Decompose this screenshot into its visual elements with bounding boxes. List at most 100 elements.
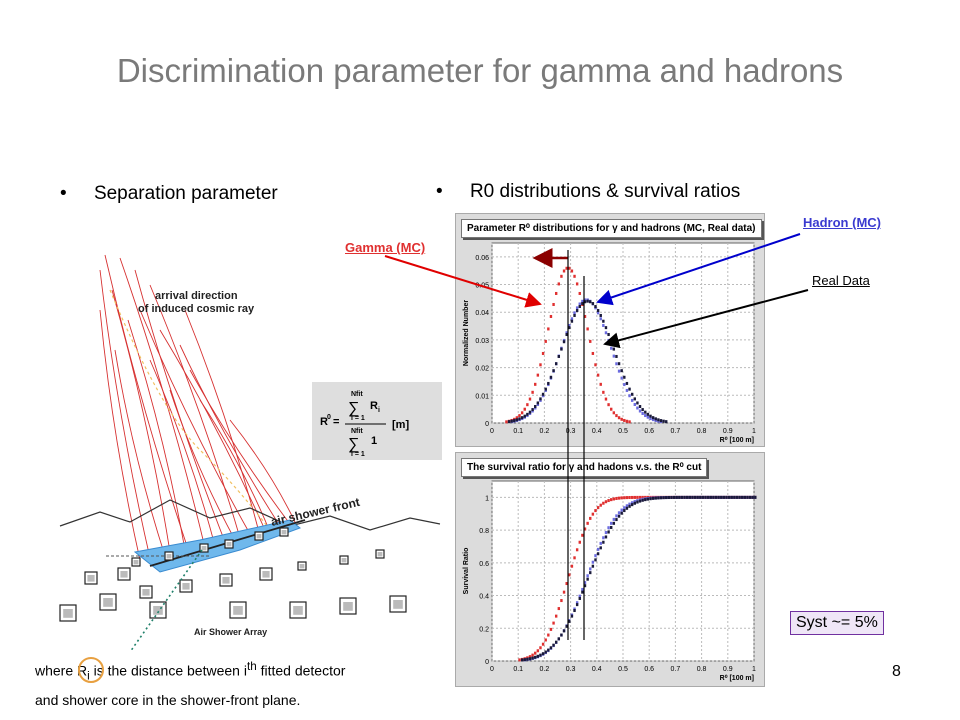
data-point	[575, 603, 579, 607]
data-point	[560, 347, 563, 351]
data-point	[599, 546, 602, 550]
ray-track	[111, 289, 171, 553]
data-point	[670, 495, 673, 499]
data-point	[607, 526, 610, 530]
svg-text:R: R	[370, 400, 378, 412]
data-point	[612, 517, 616, 521]
data-point	[610, 346, 613, 350]
ray-track	[134, 269, 226, 543]
data-point	[628, 502, 631, 506]
data-point	[544, 387, 547, 391]
data-point	[552, 369, 555, 373]
data-point	[575, 601, 579, 605]
data-point	[751, 495, 754, 499]
x-tick-label: 0.4	[592, 428, 602, 435]
arrival-label-1: arrival direction	[155, 290, 238, 302]
data-point	[591, 302, 595, 306]
data-point	[599, 382, 602, 386]
data-point	[633, 500, 636, 504]
data-point	[620, 417, 623, 421]
ray-track	[127, 319, 186, 551]
data-point	[691, 495, 694, 499]
data-point	[654, 417, 657, 421]
real-data-arrow	[603, 289, 809, 349]
data-point	[539, 397, 542, 401]
data-point	[589, 339, 592, 343]
data-point	[602, 323, 605, 327]
data-point	[646, 412, 650, 416]
data-point	[596, 373, 600, 377]
data-point	[623, 509, 626, 513]
data-point	[644, 498, 647, 502]
data-point	[646, 497, 650, 501]
data-point	[617, 514, 621, 518]
x-tick-label: 0.7	[671, 428, 681, 435]
ray-track	[99, 309, 141, 561]
data-point	[596, 547, 600, 551]
svg-text:0: 0	[327, 414, 331, 421]
chart1-title: Parameter R⁰ distributions for γ and had…	[461, 219, 762, 238]
ray-track	[179, 344, 281, 527]
data-point	[604, 535, 608, 539]
data-point	[649, 497, 652, 501]
y-tick-label: 0.4	[479, 594, 489, 601]
data-point	[520, 416, 524, 420]
array-label: Air Shower Array	[194, 627, 267, 637]
data-point	[617, 416, 621, 420]
data-point	[628, 496, 631, 500]
detector-icon	[254, 531, 264, 541]
svg-text:R: R	[320, 416, 328, 428]
data-point	[573, 274, 576, 278]
data-point	[528, 657, 532, 661]
charts-svg: 0 0.1 0.2 0.3 0.4 0.5 0.6 0.7 0.8 0.9 1 0 0.01 0.02 0.…	[463, 242, 757, 682]
data-point	[717, 495, 720, 499]
data-point	[735, 495, 739, 499]
data-point	[662, 419, 665, 423]
data-point	[520, 658, 524, 662]
data-point	[617, 362, 621, 366]
data-point	[536, 401, 540, 405]
data-point	[646, 415, 650, 419]
real-data-label: Real Data	[812, 273, 870, 288]
y-axis-label: Normalized Number	[463, 300, 470, 366]
data-point	[549, 375, 553, 379]
detector-icon	[279, 527, 289, 537]
data-point	[578, 594, 581, 598]
data-point	[539, 398, 542, 402]
data-point	[672, 495, 676, 499]
data-point	[518, 414, 521, 418]
data-point	[657, 418, 660, 422]
y-tick-label: 0	[485, 659, 489, 666]
data-point	[541, 642, 545, 646]
svg-text:Nfit: Nfit	[351, 391, 363, 398]
ray-track	[169, 389, 236, 541]
data-point	[620, 496, 623, 500]
data-point	[586, 299, 589, 303]
hadron-label: Hadron (MC)	[803, 215, 881, 230]
detector-array	[59, 527, 407, 622]
data-point	[596, 311, 600, 315]
data-point	[539, 363, 542, 367]
data-point	[589, 300, 592, 304]
gamma-label: Gamma (MC)	[345, 240, 426, 255]
data-point	[523, 658, 526, 662]
data-point	[617, 369, 621, 373]
x-tick-label: 0.1	[513, 666, 523, 673]
data-point	[607, 403, 610, 407]
data-point	[581, 587, 584, 591]
data-point	[612, 521, 616, 525]
data-point	[612, 497, 616, 501]
x-tick-label: 0.9	[723, 666, 733, 673]
data-point	[641, 411, 644, 415]
data-point	[544, 650, 547, 654]
data-point	[583, 527, 587, 531]
data-point	[528, 397, 532, 401]
data-point	[636, 500, 639, 504]
x-axis-label: R⁰ [100 m]	[720, 436, 754, 444]
data-point	[547, 648, 550, 652]
data-point	[510, 419, 513, 423]
data-point	[641, 498, 644, 502]
data-point	[526, 403, 529, 407]
data-point	[615, 362, 618, 366]
data-point	[712, 495, 715, 499]
